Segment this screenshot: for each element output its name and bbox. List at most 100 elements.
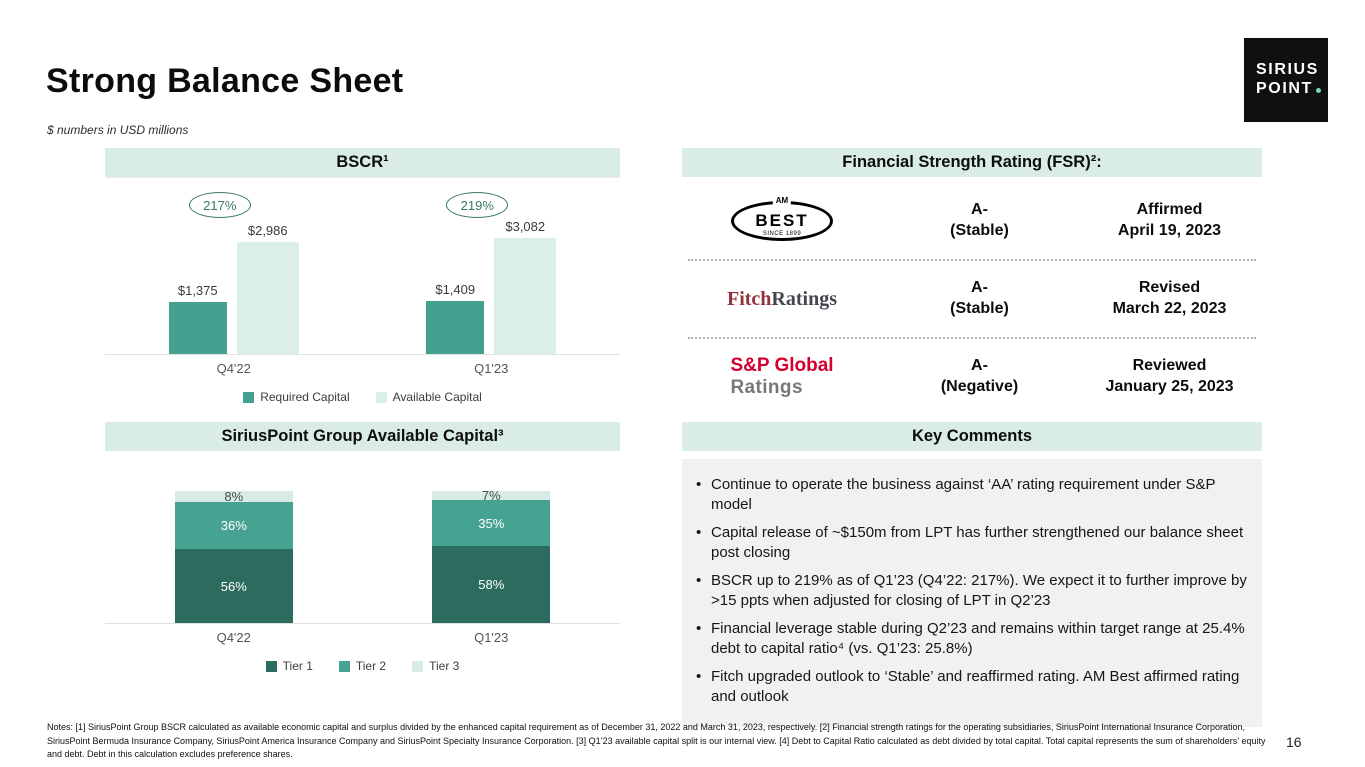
required-capital-value-q1-23: $1,409 — [435, 282, 476, 298]
key-comments-list: Continue to operate the business against… — [694, 475, 1248, 706]
available-capital-header: SiriusPoint Group Available Capital³ — [105, 422, 620, 451]
tier3-swatch — [412, 660, 424, 672]
tier1-label-q4-22: 56% — [220, 578, 247, 594]
key-comments-header: Key Comments — [682, 422, 1262, 451]
comment-bullet-3: BSCR up to 219% as of Q1’23 (Q4’22: 217%… — [694, 571, 1248, 610]
bscr-x-label-q4-22: Q4'22 — [216, 361, 251, 376]
available-capital-value-q1-23: $3,082 — [505, 219, 546, 235]
am-best-status: Affirmed April 19, 2023 — [1077, 200, 1262, 242]
legend-item-required-capital: Required Capital — [243, 390, 350, 404]
am-best-status-label: Affirmed — [1136, 201, 1203, 219]
legend-item-tier3: Tier 3 — [412, 659, 459, 673]
available-capital-bar-q4-22 — [236, 241, 299, 354]
am-best-logo: AM BEST SINCE 1899 — [731, 197, 833, 241]
rating-row-am-best: AM BEST SINCE 1899 A- (Stable) Affirmed … — [682, 185, 1262, 257]
tier2-swatch — [338, 660, 350, 672]
required-capital-value-q4-22: $1,375 — [177, 283, 218, 299]
sp-global-logo-cell: S&P Global Ratings — [682, 355, 882, 400]
logo-dot-icon — [1315, 88, 1321, 93]
units-note: $ numbers in USD millions — [47, 123, 189, 137]
ratings-separator — [688, 337, 1256, 339]
tier1-segment-q4-22: 56% — [174, 549, 293, 623]
tier1-legend-label: Tier 1 — [282, 659, 313, 673]
fitch-rating-outlook: (Stable) — [950, 300, 1009, 317]
sp-global-status: Reviewed January 25, 2023 — [1077, 356, 1262, 398]
sp-global-rating-outlook: (Negative) — [940, 378, 1019, 395]
bscr-x-axis: Q4'22 Q1'23 — [105, 361, 620, 376]
sp-global-rating-value: A- — [971, 357, 988, 375]
am-best-rating-outlook: (Stable) — [950, 222, 1009, 239]
legend-item-tier2: Tier 2 — [338, 659, 386, 673]
available-capital-legend-label: Available Capital — [392, 390, 482, 404]
page-number: 16 — [1286, 734, 1302, 750]
tier3-label-q1-23: 7% — [481, 488, 501, 504]
available-capital-column-q1-23: $3,082 — [494, 219, 557, 354]
sp-global-rating: A- (Negative) — [882, 356, 1077, 398]
logo-text-point: POINT — [1256, 80, 1321, 99]
footnotes: Notes: [1] SiriusPoint Group BSCR calcul… — [47, 722, 1266, 759]
required-capital-column-q1-23: $1,409 — [426, 282, 485, 354]
am-best-logo-since: SINCE 1899 — [762, 231, 802, 237]
comment-bullet-2: Capital release of ~$150m from LPT has f… — [694, 523, 1248, 562]
bscr-group-q1-23: 219% $1,409 $3,082 — [426, 178, 557, 354]
legend-item-tier1: Tier 1 — [265, 659, 313, 673]
ratings-separator — [688, 259, 1256, 261]
am-best-logo-cell: AM BEST SINCE 1899 — [682, 197, 882, 241]
required-capital-bar-q4-22 — [168, 302, 227, 354]
fitch-status-label: Revised — [1138, 279, 1201, 297]
rating-row-fitch: FitchRatings A- (Stable) Revised March 2… — [682, 263, 1262, 335]
bscr-group-q4-22: 217% $1,375 $2,986 — [168, 178, 299, 354]
available-capital-swatch — [375, 391, 387, 403]
tier1-label-q1-23: 58% — [478, 577, 505, 593]
available-capital-chart: 8% 36% 56% 7% 35% 58% — [105, 451, 620, 624]
required-capital-swatch — [243, 391, 255, 403]
fitch-ratings-logo: FitchRatings — [727, 288, 837, 311]
required-capital-legend-label: Required Capital — [260, 390, 350, 404]
logo-text-point-label: POINT — [1256, 80, 1313, 97]
am-best-status-date: April 19, 2023 — [1117, 222, 1222, 239]
comment-bullet-4: Financial leverage stable during Q2’23 a… — [694, 619, 1248, 658]
required-capital-bar-q1-23 — [426, 301, 485, 354]
comment-bullet-1: Continue to operate the business against… — [694, 475, 1248, 514]
bscr-legend: Required Capital Available Capital — [105, 390, 620, 404]
capital-x-label-q4-22: Q4'22 — [216, 630, 251, 645]
siriuspoint-logo: SIRIUS POINT — [1244, 38, 1328, 122]
key-comments-box: Continue to operate the business against… — [682, 459, 1262, 727]
tier3-segment-q1-23: 7% — [432, 488, 551, 504]
sp-global-ratings-logo: S&P Global Ratings — [730, 355, 833, 400]
page-title: Strong Balance Sheet — [46, 62, 404, 100]
bscr-section-header: BSCR¹ — [105, 148, 620, 177]
fitch-logo-fitch: Fitch — [726, 287, 772, 310]
legend-item-available-capital: Available Capital — [375, 390, 482, 404]
capital-x-label-q1-23: Q1'23 — [474, 630, 509, 645]
bscr-x-label-q1-23: Q1'23 — [474, 361, 509, 376]
fsr-section-header: Financial Strength Rating (FSR)²: — [682, 148, 1262, 177]
tier2-label-q1-23: 35% — [478, 515, 505, 531]
tier2-segment-q1-23: 35% — [432, 500, 551, 547]
bscr-chart: 217% $1,375 $2,986 219% $1,409 $3,082 — [105, 177, 620, 355]
available-capital-column-q4-22: $2,986 — [236, 223, 299, 354]
required-capital-column-q4-22: $1,375 — [168, 283, 227, 354]
fsr-section: Financial Strength Rating (FSR)²: AM BES… — [682, 148, 1262, 413]
available-capital-section: SiriusPoint Group Available Capital³ 8% … — [105, 422, 620, 673]
tier1-segment-q1-23: 58% — [432, 546, 551, 623]
available-capital-legend: Tier 1 Tier 2 Tier 3 — [105, 659, 620, 673]
bscr-section: BSCR¹ 217% $1,375 $2,986 219% $1,409 — [105, 148, 620, 404]
tier3-segment-q4-22: 8% — [174, 488, 293, 504]
sp-global-status-date: January 25, 2023 — [1105, 378, 1234, 395]
rating-row-sp-global: S&P Global Ratings A- (Negative) Reviewe… — [682, 341, 1262, 413]
ratings-table: AM BEST SINCE 1899 A- (Stable) Affirmed … — [682, 177, 1262, 413]
tier2-segment-q4-22: 36% — [174, 501, 293, 550]
comment-bullet-5: Fitch upgraded outlook to ‘Stable’ and r… — [694, 667, 1248, 706]
sp-global-status-label: Reviewed — [1132, 357, 1207, 375]
tier3-label-q4-22: 8% — [224, 488, 244, 504]
fitch-rating-value: A- — [971, 279, 988, 297]
fitch-status: Revised March 22, 2023 — [1077, 278, 1262, 320]
am-best-rating-value: A- — [971, 201, 988, 219]
fitch-logo-ratings: Ratings — [771, 287, 837, 310]
fitch-rating: A- (Stable) — [882, 278, 1077, 320]
tier2-label-q4-22: 36% — [220, 517, 247, 533]
capital-stack-q1-23: 7% 35% 58% — [432, 488, 551, 623]
fitch-status-date: March 22, 2023 — [1112, 300, 1227, 317]
fitch-logo-cell: FitchRatings — [682, 288, 882, 311]
